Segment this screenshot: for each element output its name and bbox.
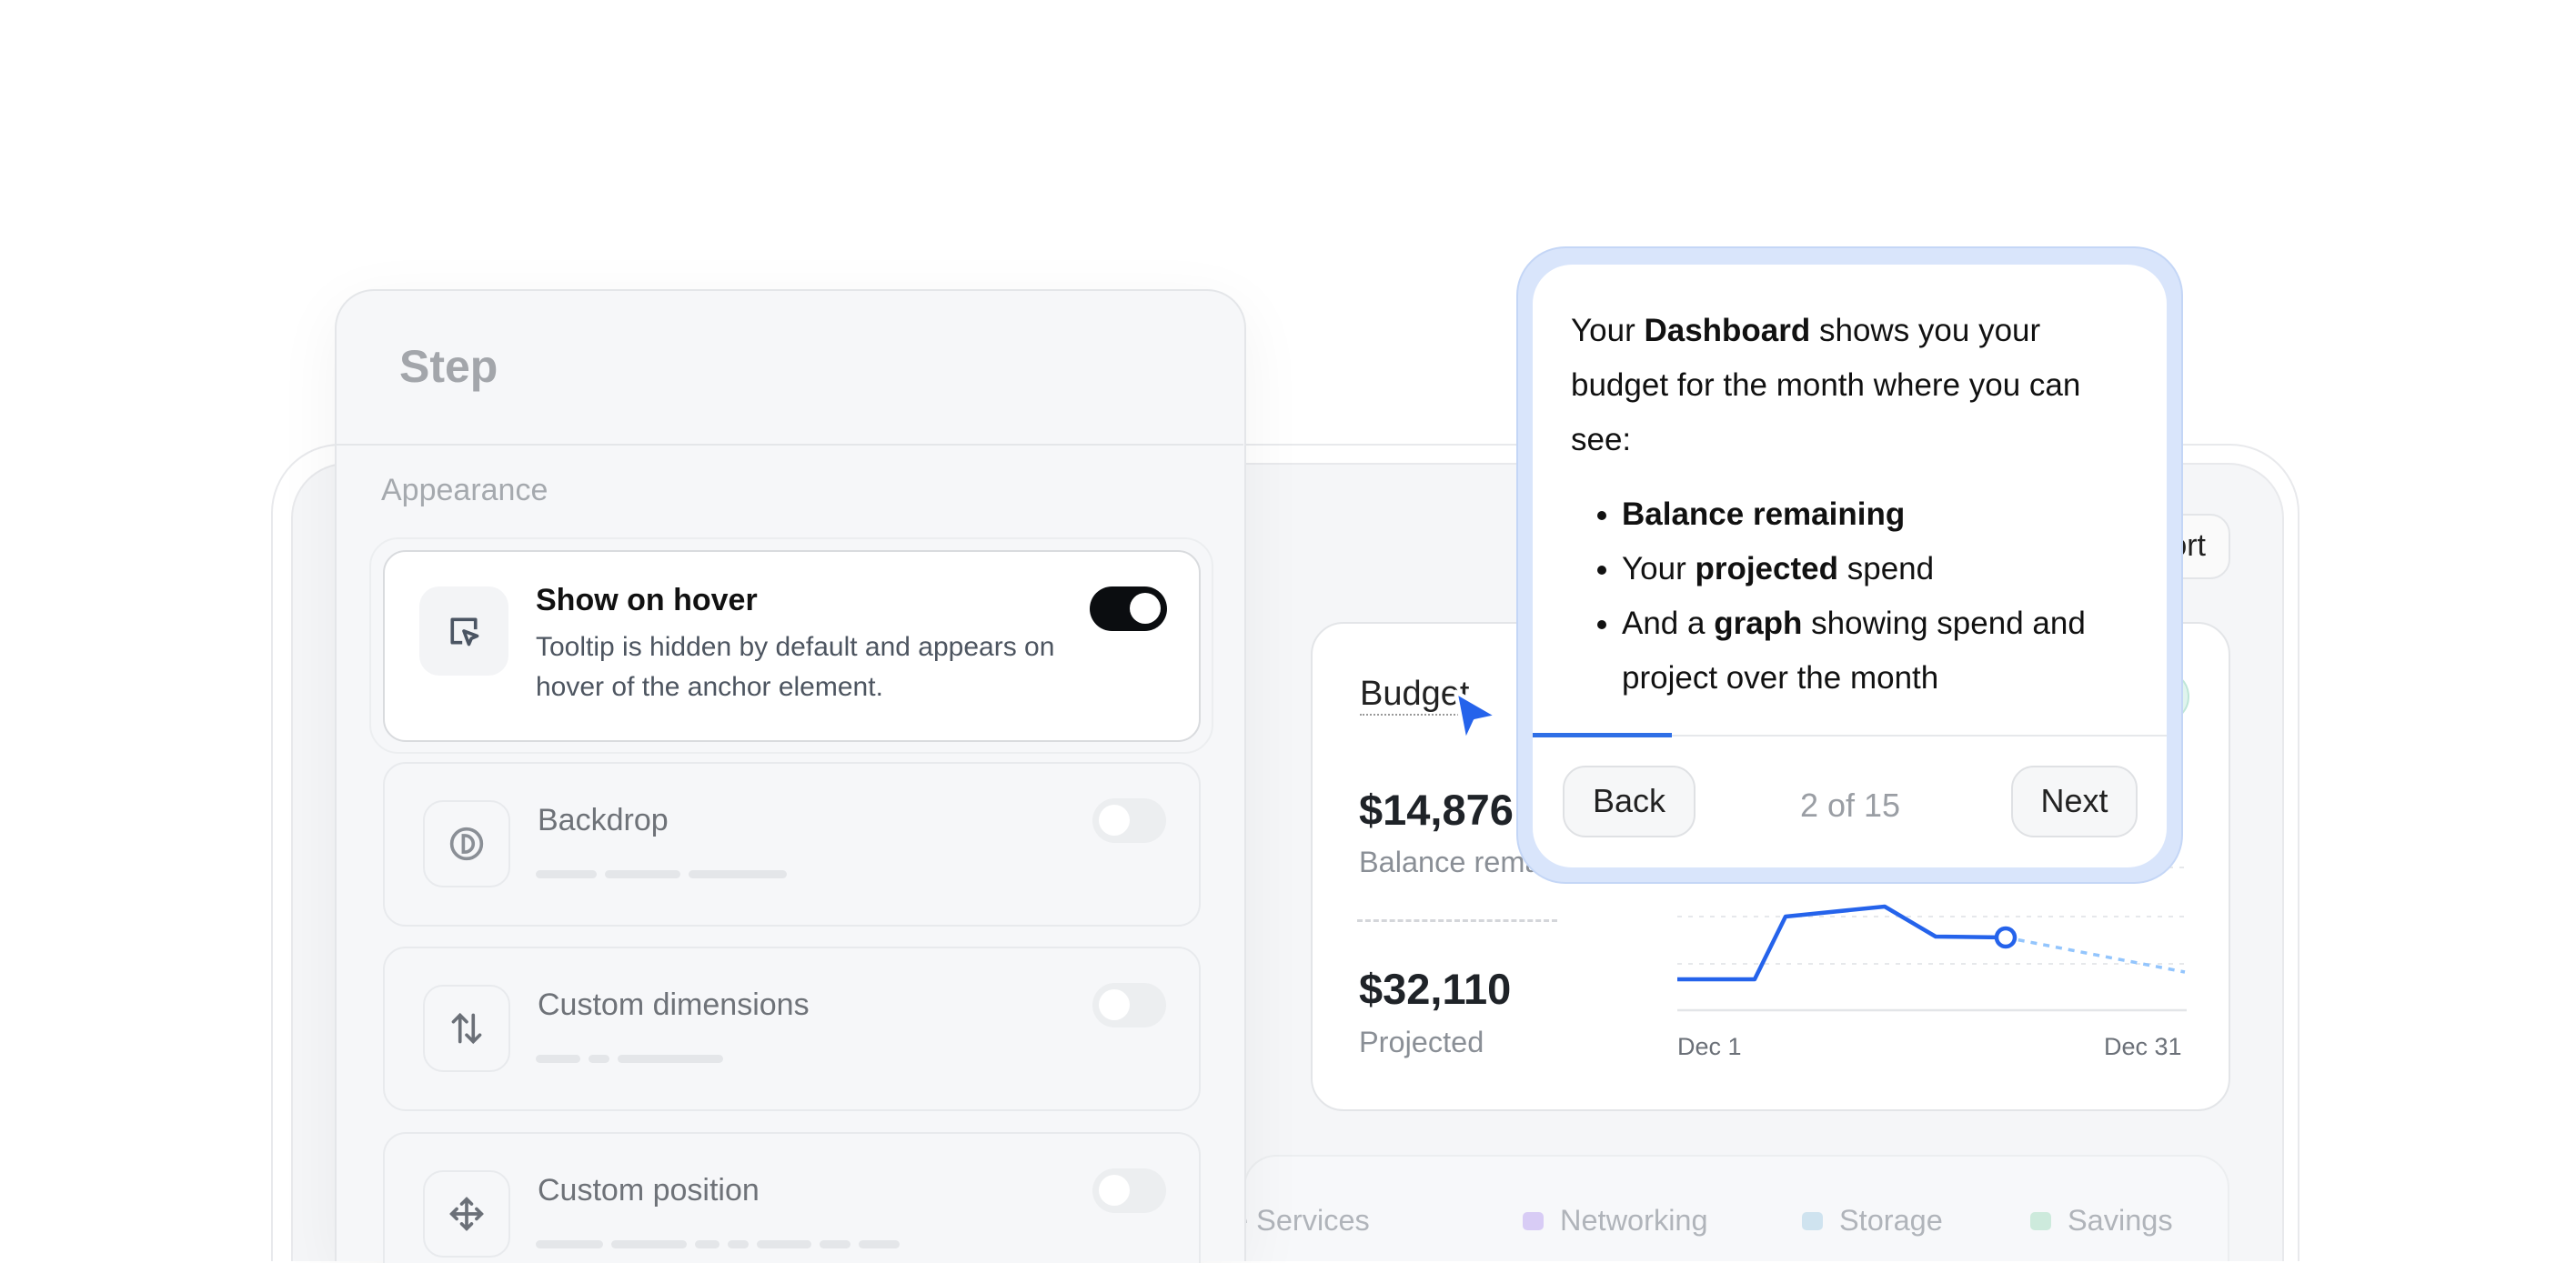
divider <box>337 444 1243 446</box>
current-point[interactable] <box>1994 926 2018 949</box>
tooltip-bullet: Balance remaining <box>1622 487 2138 542</box>
option-title: Custom position <box>538 1173 760 1208</box>
option-custom-dimensions[interactable]: Custom dimensions <box>383 947 1201 1111</box>
step-counter: 2 of 15 <box>1799 787 1901 824</box>
step-panel: Step Appearance Show on hover Tooltip is… <box>335 289 1246 1263</box>
projected-label: Projected <box>1359 1026 1484 1058</box>
legend-label: Savings <box>2068 1204 2173 1237</box>
section-label: Appearance <box>381 473 548 507</box>
placeholder-bars <box>536 1240 900 1248</box>
budget-title[interactable]: Budget <box>1360 675 1470 716</box>
option-custom-position[interactable]: Custom position <box>383 1132 1201 1263</box>
toggle-knob <box>1099 1175 1130 1206</box>
legend-item: Networking <box>1523 1204 1708 1238</box>
projected-value: $32,110 <box>1359 965 1512 1013</box>
toggle-knob <box>1130 593 1161 624</box>
half-circle-icon <box>423 800 510 887</box>
legend-swatch <box>2030 1211 2051 1230</box>
show-on-hover-toggle[interactable] <box>1090 586 1167 631</box>
legend-label: Networking <box>1560 1204 1708 1237</box>
custom-dimensions-toggle[interactable] <box>1092 983 1166 1027</box>
cursor-pointer-icon <box>1453 689 1501 745</box>
divider <box>1357 919 1557 922</box>
backdrop-toggle[interactable] <box>1092 798 1166 843</box>
legend-swatch <box>1523 1211 1544 1230</box>
legend-card <box>1243 1155 2229 1261</box>
option-title: Show on hover <box>536 583 758 617</box>
balance-value: $14,876 <box>1359 786 1514 834</box>
tooltip-body: Your Dashboard shows you your budget for… <box>1571 304 2138 706</box>
legend-item: Savings <box>2030 1204 2173 1238</box>
arrows-up-down-icon <box>423 985 510 1072</box>
cursor-box-icon <box>419 586 508 676</box>
x-label-end: Dec 31 <box>2104 1033 2182 1060</box>
placeholder-bars <box>536 870 787 878</box>
move-icon <box>423 1170 510 1258</box>
tour-tooltip: Your Dashboard shows you your budget for… <box>1533 265 2167 867</box>
toggle-knob <box>1099 805 1130 836</box>
selection-ring <box>369 537 1213 754</box>
placeholder-bars <box>536 1055 723 1063</box>
next-button[interactable]: Next <box>2011 766 2138 837</box>
progress-fill <box>1533 733 1673 737</box>
legend-swatch <box>1802 1211 1823 1230</box>
projected-spend-line <box>2005 936 2186 974</box>
toggle-knob <box>1099 989 1130 1020</box>
legend-label: Storage <box>1839 1204 1943 1237</box>
progress-track <box>1533 735 2167 737</box>
option-backdrop[interactable]: Backdrop <box>383 762 1201 927</box>
custom-position-toggle[interactable] <box>1092 1168 1166 1213</box>
tooltip-bullet: And a graph showing spend and project ov… <box>1622 596 2138 706</box>
option-title: Backdrop <box>538 803 669 837</box>
step-title: Step <box>399 341 498 392</box>
option-description: Tooltip is hidden by default and appears… <box>536 632 1055 702</box>
legend-item: Storage <box>1802 1204 1943 1238</box>
back-button[interactable]: Back <box>1563 766 1696 837</box>
option-title: Custom dimensions <box>538 987 810 1022</box>
actual-spend-line <box>1677 904 2007 982</box>
x-label-start: Dec 1 <box>1677 1033 1742 1060</box>
tooltip-bullet: Your projected spend <box>1622 542 2138 596</box>
option-show-on-hover[interactable]: Show on hover Tooltip is hidden by defau… <box>383 550 1201 742</box>
